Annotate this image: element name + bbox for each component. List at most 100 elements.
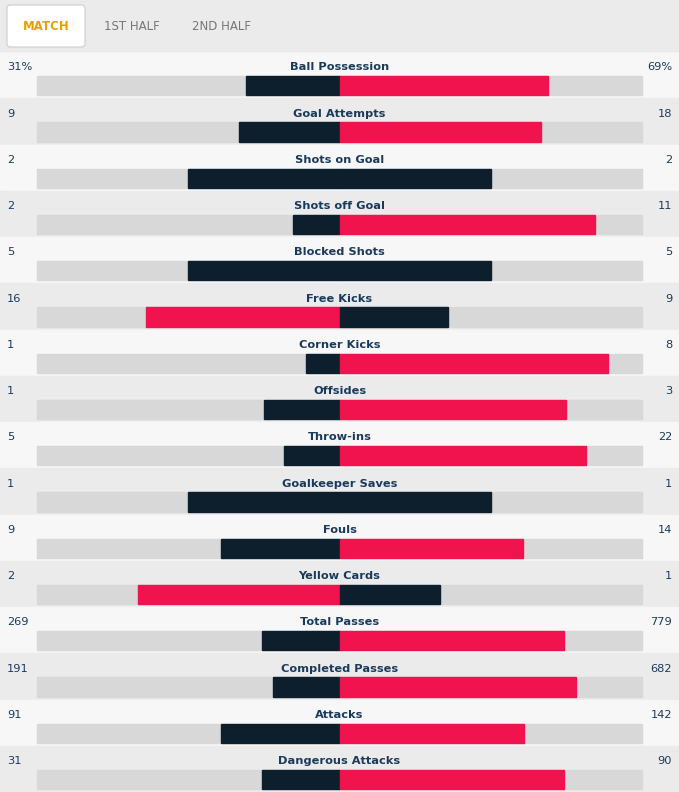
Text: Attacks: Attacks <box>315 710 364 720</box>
Bar <box>189 493 340 512</box>
Text: 142: 142 <box>650 710 672 720</box>
Text: 3: 3 <box>665 386 672 396</box>
Text: Ball Possession: Ball Possession <box>290 63 389 72</box>
Bar <box>264 400 340 419</box>
Text: 16: 16 <box>7 294 21 303</box>
Text: Total Passes: Total Passes <box>300 617 379 627</box>
Text: 2ND HALF: 2ND HALF <box>193 20 251 32</box>
Text: 8: 8 <box>665 340 672 350</box>
Bar <box>37 169 642 188</box>
Bar <box>340 215 595 234</box>
Bar <box>340 261 490 280</box>
Bar <box>37 122 642 142</box>
Bar <box>37 584 642 604</box>
Bar <box>340 770 564 789</box>
Bar <box>37 677 642 697</box>
Text: Shots off Goal: Shots off Goal <box>294 201 385 211</box>
Text: MATCH: MATCH <box>22 20 69 32</box>
Bar <box>0 98 679 144</box>
Bar <box>0 468 679 515</box>
Bar <box>0 607 679 653</box>
Text: 1: 1 <box>7 340 14 350</box>
Text: Shots on Goal: Shots on Goal <box>295 154 384 165</box>
Text: 1: 1 <box>665 478 672 489</box>
Bar <box>0 375 679 422</box>
Bar <box>262 770 340 789</box>
Bar <box>246 76 340 96</box>
Bar <box>37 215 642 234</box>
Text: Completed Passes: Completed Passes <box>281 664 398 673</box>
Bar <box>340 493 490 512</box>
Text: 11: 11 <box>658 201 672 211</box>
Bar <box>37 493 642 512</box>
Text: Free Kicks: Free Kicks <box>306 294 373 303</box>
Bar <box>340 122 541 142</box>
Bar <box>274 677 340 697</box>
Text: 191: 191 <box>7 664 29 673</box>
Text: Corner Kicks: Corner Kicks <box>299 340 380 350</box>
Text: 5: 5 <box>7 432 14 442</box>
Bar <box>340 446 586 466</box>
Text: 1: 1 <box>7 386 14 396</box>
Bar <box>37 307 642 327</box>
Bar <box>0 515 679 561</box>
Text: 91: 91 <box>7 710 21 720</box>
Bar <box>146 307 340 327</box>
Bar <box>37 724 642 743</box>
Bar <box>0 52 679 98</box>
Bar <box>221 539 340 558</box>
Text: 2: 2 <box>665 154 672 165</box>
Text: 9: 9 <box>665 294 672 303</box>
FancyBboxPatch shape <box>7 5 85 47</box>
Bar <box>239 122 340 142</box>
Bar <box>37 631 642 650</box>
Text: 14: 14 <box>658 525 672 535</box>
Bar <box>37 353 642 373</box>
Bar <box>189 169 340 188</box>
Bar <box>37 400 642 419</box>
Bar <box>340 400 566 419</box>
Bar <box>0 237 679 284</box>
Text: Goalkeeper Saves: Goalkeeper Saves <box>282 478 397 489</box>
Bar <box>340 169 490 188</box>
Text: Throw-ins: Throw-ins <box>308 432 371 442</box>
Bar <box>189 261 340 280</box>
Text: 90: 90 <box>658 756 672 766</box>
Bar <box>293 215 340 234</box>
Bar <box>340 724 524 743</box>
Text: Offsides: Offsides <box>313 386 366 396</box>
Bar <box>37 76 642 96</box>
Text: 2: 2 <box>7 571 14 581</box>
Bar <box>340 307 448 327</box>
Text: 682: 682 <box>650 664 672 673</box>
Text: Goal Attempts: Goal Attempts <box>293 109 386 119</box>
Bar <box>0 746 679 792</box>
Bar <box>37 539 642 558</box>
Text: 69%: 69% <box>647 63 672 72</box>
Text: 9: 9 <box>7 109 14 119</box>
Text: 22: 22 <box>658 432 672 442</box>
Bar <box>0 422 679 468</box>
Bar <box>0 699 679 746</box>
Text: 1ST HALF: 1ST HALF <box>104 20 160 32</box>
Bar <box>0 561 679 607</box>
Bar <box>0 144 679 191</box>
Bar <box>340 76 548 96</box>
Bar <box>37 446 642 466</box>
Text: 779: 779 <box>650 617 672 627</box>
Bar <box>221 724 340 743</box>
Text: 269: 269 <box>7 617 29 627</box>
Text: 31: 31 <box>7 756 21 766</box>
Bar <box>0 191 679 237</box>
Bar <box>340 631 564 650</box>
Bar <box>340 353 608 373</box>
Text: 1: 1 <box>665 571 672 581</box>
Bar <box>284 446 340 466</box>
Bar <box>138 584 340 604</box>
Text: 2: 2 <box>7 201 14 211</box>
Bar <box>306 353 340 373</box>
Text: Dangerous Attacks: Dangerous Attacks <box>278 756 401 766</box>
Bar <box>340 584 440 604</box>
Text: Fouls: Fouls <box>323 525 356 535</box>
Text: 9: 9 <box>7 525 14 535</box>
